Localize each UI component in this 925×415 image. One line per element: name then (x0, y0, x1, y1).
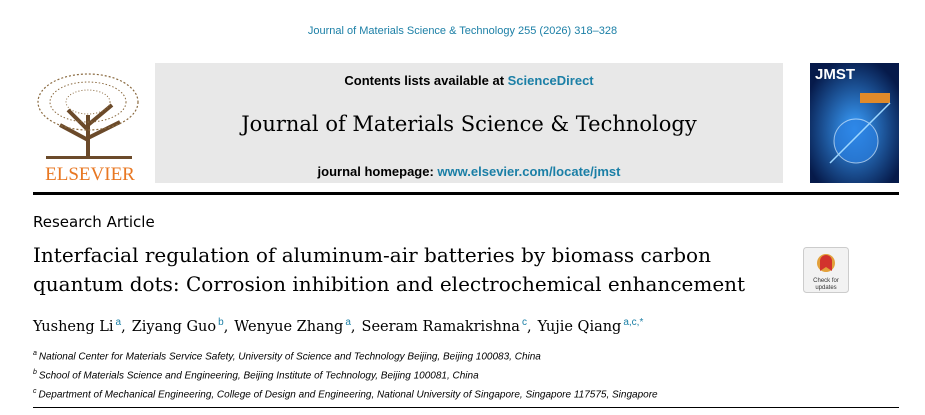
affiliation-mark: a (33, 350, 37, 357)
contents-line: Contents lists available at ScienceDirec… (155, 73, 783, 88)
affiliation-text: Department of Mechanical Engineering, Co… (38, 388, 658, 400)
affiliation-list: a National Center for Materials Service S… (33, 346, 658, 402)
author: Seeram Ramakrishna c (361, 317, 538, 335)
homepage-line: journal homepage: www.elsevier.com/locat… (155, 164, 783, 179)
affiliation: c Department of Mechanical Engineering, C… (33, 384, 658, 403)
check-updates-text: updates (815, 285, 836, 291)
author-name: Yusheng Li (33, 318, 114, 335)
author: Wenyue Zhang a (234, 317, 361, 335)
affiliation-marker: a,c,* (623, 317, 644, 328)
author: Yujie Qiang a,c,* (537, 317, 644, 335)
affiliation-text: School of Materials Science and Engineer… (38, 370, 479, 382)
header-rule (33, 192, 899, 195)
check-updates-text: Check for (813, 278, 839, 284)
elsevier-logo: ELSEVIER (37, 72, 142, 185)
citation: Journal of Materials Science & Technolog… (307, 25, 618, 37)
author-name: Yujie Qiang (537, 318, 622, 335)
bottom-rule (33, 407, 899, 408)
affiliation-marker: a (345, 317, 351, 328)
affiliation: b School of Materials Science and Enginee… (33, 365, 658, 384)
article-type: Research Article (33, 213, 155, 231)
publisher: ELSEVIER (45, 164, 135, 185)
affiliation-marker: a (115, 317, 122, 328)
author-name: Ziyang Guo (131, 318, 217, 335)
author-list: Yusheng LiaZiyang GuobWenyue ZhangaSeera… (33, 317, 643, 335)
header-band (155, 63, 783, 183)
journal-name: Journal of Materials Science & Technolog… (241, 112, 697, 136)
cover-title: JMST (815, 66, 855, 83)
sciencedirect-link[interactable]: ScienceDirect (507, 73, 594, 88)
affiliation: a National Center for Materials Service S… (33, 346, 658, 365)
homepage-link[interactable]: www.elsevier.com/locate/jmst (437, 164, 621, 179)
author-name: Wenyue Zhang (234, 318, 344, 335)
affiliation-text: National Center for Materials Service Sa… (38, 351, 541, 363)
author-name: Seeram Ramakrishna (361, 318, 520, 335)
journal-cover: JMST (810, 63, 899, 183)
check-updates-badge[interactable]: Check for updates (803, 247, 849, 293)
homepage-label: journal homepage: (317, 164, 438, 179)
contents-text: Contents lists available at (344, 73, 508, 88)
author: Yusheng Li a (33, 317, 132, 335)
affiliation-marker: c (521, 317, 527, 328)
affiliation-marker: b (218, 317, 224, 328)
author: Ziyang Guo b (131, 317, 235, 335)
article-title: Interfacial regulation of aluminum-air b… (33, 243, 746, 296)
affiliation-mark: b (33, 368, 37, 376)
affiliation-mark: c (33, 387, 37, 395)
